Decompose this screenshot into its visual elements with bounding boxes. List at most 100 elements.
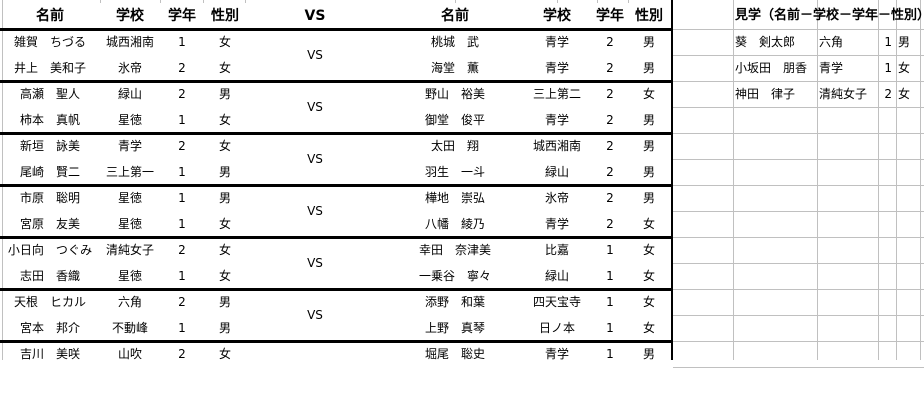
- right-player-school[interactable]: 氷帝: [544, 191, 569, 205]
- left-player-gender[interactable]: 女: [218, 139, 231, 153]
- spectator-gender[interactable]: 女: [898, 87, 911, 101]
- left-player-gender[interactable]: 男: [218, 165, 231, 179]
- right-player-grade[interactable]: 1: [606, 243, 614, 257]
- left-player-grade[interactable]: 1: [178, 269, 186, 283]
- left-player-school[interactable]: 山吹: [117, 347, 142, 361]
- left-player-name[interactable]: 志田 香織: [19, 269, 80, 283]
- right-player-school[interactable]: 青学: [544, 347, 569, 361]
- right-player-gender[interactable]: 男: [642, 191, 655, 205]
- left-player-grade[interactable]: 2: [178, 87, 186, 101]
- left-player-gender[interactable]: 男: [218, 191, 231, 205]
- left-player-grade[interactable]: 1: [178, 191, 186, 205]
- left-player-gender[interactable]: 女: [218, 35, 231, 49]
- right-player-name[interactable]: 海堂 薫: [430, 61, 479, 75]
- spectator-school[interactable]: 六角: [819, 35, 844, 49]
- left-player-school[interactable]: 星徳: [117, 269, 142, 283]
- spectator-grade[interactable]: 2: [884, 87, 892, 101]
- right-player-name[interactable]: 堀尾 聡史: [424, 347, 485, 361]
- left-player-name[interactable]: 雑賀 ちづる: [13, 35, 86, 49]
- right-player-school[interactable]: 青学: [544, 217, 569, 231]
- right-player-grade[interactable]: 2: [606, 217, 614, 231]
- left-player-gender[interactable]: 男: [218, 87, 231, 101]
- right-player-school[interactable]: 緑山: [544, 269, 569, 283]
- spectator-name[interactable]: 神田 律子: [735, 87, 796, 101]
- right-player-name[interactable]: 添野 和葉: [424, 295, 485, 309]
- left-player-school[interactable]: 氷帝: [117, 61, 142, 75]
- spectator-grade[interactable]: 1: [884, 61, 892, 75]
- right-player-school[interactable]: 青学: [544, 35, 569, 49]
- left-player-school[interactable]: 緑山: [117, 87, 142, 101]
- left-player-grade[interactable]: 2: [178, 61, 186, 75]
- right-player-name[interactable]: 八幡 綾乃: [424, 217, 485, 231]
- left-player-school[interactable]: 城西湘南: [105, 35, 154, 49]
- right-player-grade[interactable]: 2: [606, 191, 614, 205]
- left-player-grade[interactable]: 2: [178, 139, 186, 153]
- right-player-gender[interactable]: 女: [642, 87, 655, 101]
- right-player-grade[interactable]: 2: [606, 61, 614, 75]
- right-player-grade[interactable]: 2: [606, 87, 614, 101]
- right-player-gender[interactable]: 男: [642, 113, 655, 127]
- right-player-grade[interactable]: 1: [606, 295, 614, 309]
- left-player-gender[interactable]: 男: [218, 295, 231, 309]
- left-player-name[interactable]: 宮本 邦介: [19, 321, 80, 335]
- left-player-gender[interactable]: 女: [218, 217, 231, 231]
- left-player-school[interactable]: 三上第一: [105, 165, 154, 179]
- left-player-grade[interactable]: 1: [178, 35, 186, 49]
- left-player-school[interactable]: 星徳: [117, 217, 142, 231]
- right-player-name[interactable]: 羽生 一斗: [424, 165, 485, 179]
- right-player-grade[interactable]: 2: [606, 139, 614, 153]
- left-player-name[interactable]: 天根 ヒカル: [13, 295, 86, 309]
- spectator-name[interactable]: 葵 剣太郎: [735, 35, 796, 49]
- right-player-gender[interactable]: 女: [642, 217, 655, 231]
- right-player-name[interactable]: 御堂 俊平: [424, 113, 485, 127]
- right-player-gender[interactable]: 男: [642, 165, 655, 179]
- right-player-gender[interactable]: 女: [642, 269, 655, 283]
- right-player-grade[interactable]: 2: [606, 113, 614, 127]
- right-player-school[interactable]: 三上第二: [532, 87, 581, 101]
- right-player-name[interactable]: 上野 真琴: [424, 321, 485, 335]
- left-player-name[interactable]: 市原 聡明: [19, 191, 80, 205]
- left-player-school[interactable]: 六角: [117, 295, 142, 309]
- spectator-school[interactable]: 青学: [819, 61, 844, 75]
- right-player-school[interactable]: 緑山: [544, 165, 569, 179]
- left-player-name[interactable]: 新垣 詠美: [19, 139, 80, 153]
- left-player-name[interactable]: 高瀬 聖人: [19, 87, 80, 101]
- left-player-name[interactable]: 宮原 友美: [19, 217, 80, 231]
- right-player-gender[interactable]: 女: [642, 243, 655, 257]
- left-player-gender[interactable]: 女: [218, 113, 231, 127]
- left-player-name[interactable]: 尾崎 賢二: [19, 165, 80, 179]
- right-player-school[interactable]: 青学: [544, 61, 569, 75]
- right-player-name[interactable]: 一乗谷 寧々: [418, 269, 491, 283]
- left-player-name[interactable]: 柿本 真帆: [19, 113, 80, 127]
- right-player-school[interactable]: 比嘉: [544, 243, 569, 257]
- right-player-name[interactable]: 樺地 崇弘: [424, 191, 485, 205]
- right-player-gender[interactable]: 男: [642, 347, 655, 361]
- right-player-school[interactable]: 城西湘南: [532, 139, 581, 153]
- right-player-gender[interactable]: 女: [642, 321, 655, 335]
- right-player-gender[interactable]: 男: [642, 35, 655, 49]
- right-player-grade[interactable]: 2: [606, 35, 614, 49]
- left-player-grade[interactable]: 2: [178, 295, 186, 309]
- left-player-grade[interactable]: 2: [178, 347, 186, 361]
- left-player-grade[interactable]: 1: [178, 165, 186, 179]
- left-player-grade[interactable]: 1: [178, 113, 186, 127]
- spectator-name[interactable]: 小坂田 朋香: [735, 61, 808, 75]
- left-player-grade[interactable]: 1: [178, 321, 186, 335]
- right-player-gender[interactable]: 男: [642, 139, 655, 153]
- spectator-gender[interactable]: 女: [898, 61, 911, 75]
- right-player-grade[interactable]: 1: [606, 269, 614, 283]
- left-player-school[interactable]: 清純女子: [105, 243, 154, 257]
- right-player-gender[interactable]: 男: [642, 61, 655, 75]
- left-player-name[interactable]: 吉川 美咲: [19, 347, 80, 361]
- left-player-gender[interactable]: 女: [218, 61, 231, 75]
- spectator-school[interactable]: 清純女子: [819, 87, 868, 101]
- left-player-grade[interactable]: 2: [178, 243, 186, 257]
- left-player-name[interactable]: 小日向 つぐみ: [7, 243, 93, 257]
- right-player-grade[interactable]: 1: [606, 321, 614, 335]
- right-player-grade[interactable]: 1: [606, 347, 614, 361]
- left-player-gender[interactable]: 女: [218, 269, 231, 283]
- right-player-grade[interactable]: 2: [606, 165, 614, 179]
- left-player-grade[interactable]: 1: [178, 217, 186, 231]
- right-player-name[interactable]: 幸田 奈津美: [418, 243, 491, 257]
- right-player-name[interactable]: 太田 翔: [430, 139, 479, 153]
